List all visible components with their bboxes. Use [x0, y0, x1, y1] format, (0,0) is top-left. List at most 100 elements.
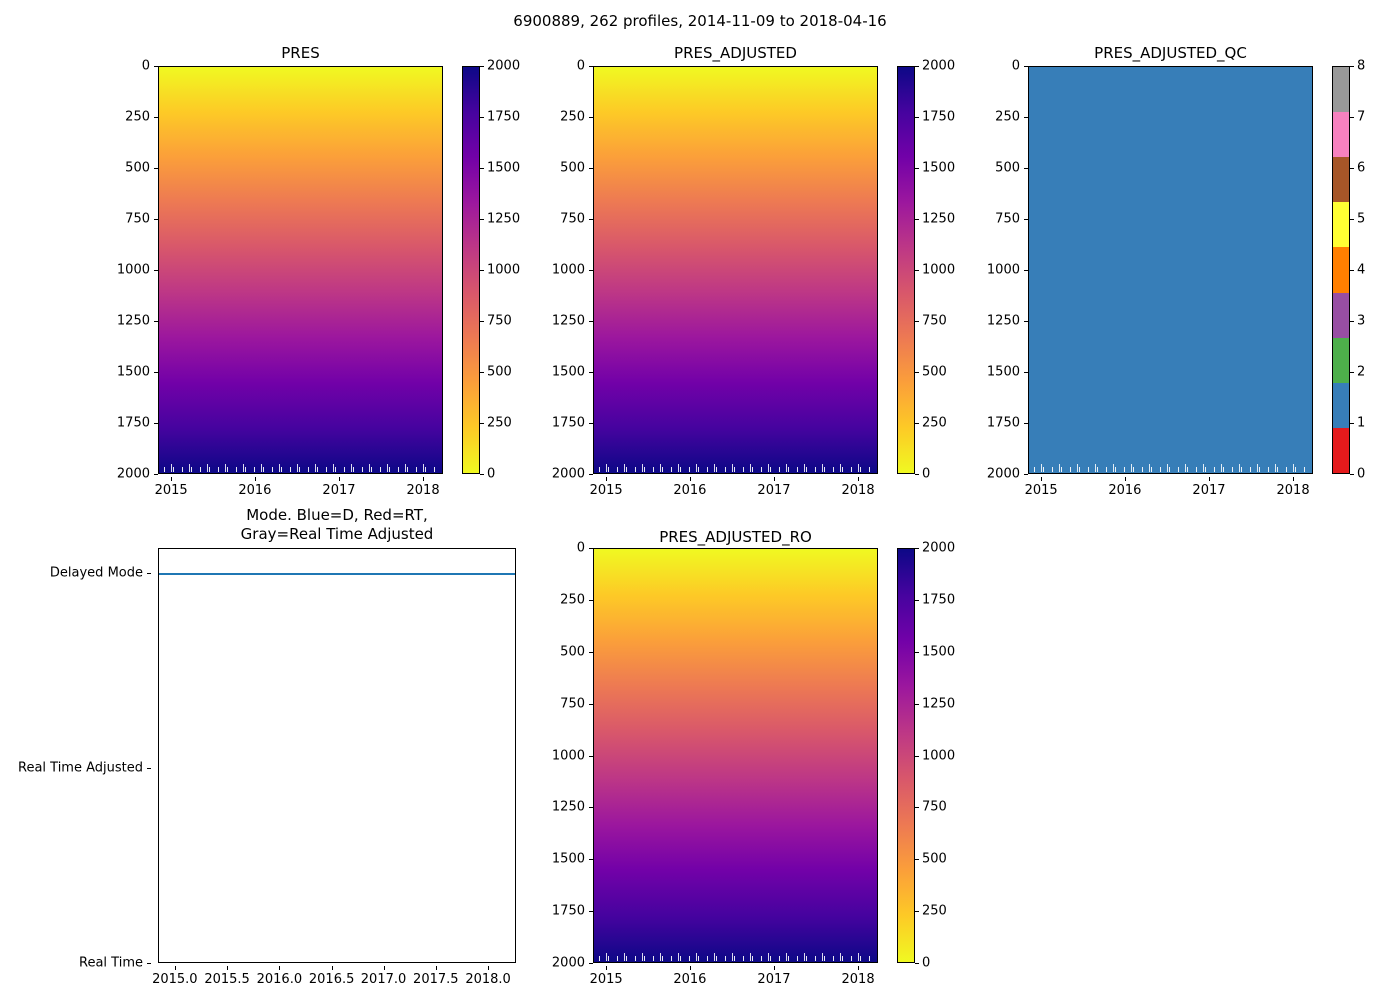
tick-label: 1250	[922, 211, 956, 227]
tick-mark	[589, 859, 593, 861]
tick-label: 1750	[922, 592, 956, 608]
tick-mark	[154, 168, 158, 169]
tick-mark	[1350, 372, 1354, 373]
profile-depth-noise	[595, 464, 876, 472]
tick-label: 750	[995, 211, 1020, 227]
tick-label: 0	[141, 58, 150, 74]
tick-label: 1250	[551, 313, 585, 329]
tick-label: 2000	[551, 466, 585, 482]
tick-mark	[773, 966, 775, 970]
profile-depth-noise	[595, 953, 876, 961]
tick-label: 2016.5	[308, 972, 355, 987]
qc-x-axis: 2015 2016 2017 2018	[1025, 477, 1313, 499]
tick-label: 6	[1357, 160, 1366, 176]
tick-mark	[858, 477, 860, 481]
tick-label: 1500	[922, 160, 956, 176]
tick-label: 1500	[922, 644, 956, 660]
tick-mark	[154, 372, 158, 373]
tick-mark	[915, 859, 919, 861]
tick-label: 500	[487, 364, 512, 380]
tick-label: 500	[125, 160, 150, 176]
tick-label: Real Time	[79, 955, 143, 971]
tick-mark	[171, 477, 173, 481]
subplot-title-pres-adjusted: PRES_ADJUSTED	[674, 44, 797, 62]
tick-mark	[915, 423, 919, 424]
colorbar-segment	[1333, 67, 1349, 113]
tick-mark	[480, 372, 484, 373]
tick-mark	[689, 966, 691, 970]
tick-mark	[1124, 477, 1126, 481]
qc-y-axis: 0 250 500 750 1000 1250 1500 1750 2000	[968, 59, 1028, 482]
tick-label: 1250	[986, 313, 1020, 329]
tick-label: 250	[125, 109, 150, 125]
tick-mark	[915, 474, 919, 475]
tick-mark	[331, 966, 333, 970]
tick-mark	[915, 168, 919, 169]
profile-depth-noise	[1030, 464, 1311, 472]
subplot-title-mode: Mode. Blue=D, Red=RT, Gray=Real Time Adj…	[240, 506, 434, 543]
tick-mark	[915, 117, 919, 118]
tick-label: 2017	[757, 483, 791, 498]
tick-mark	[589, 321, 593, 322]
tick-mark	[915, 66, 919, 67]
tick-label: 5	[1357, 211, 1366, 227]
tick-mark	[1350, 270, 1354, 271]
tick-mark	[480, 321, 484, 322]
pres-x-axis: 2015 2016 2017 2018	[154, 477, 443, 499]
tick-label: 500	[922, 851, 947, 867]
tick-mark	[915, 270, 919, 271]
pres-adjusted-colorbar	[897, 66, 915, 474]
tick-label: 750	[560, 696, 585, 712]
tick-mark	[589, 66, 593, 67]
tick-mark	[1024, 474, 1028, 475]
ro-x-axis: 2015 2016 2017 2018	[590, 966, 878, 988]
tick-mark	[606, 966, 608, 970]
tick-mark	[915, 372, 919, 373]
tick-label: 2017.0	[360, 972, 407, 987]
tick-label: 1500	[551, 364, 585, 380]
tick-mark	[589, 651, 593, 653]
tick-label: 2	[1357, 364, 1366, 380]
tick-label: 2015.0	[152, 972, 198, 987]
tick-label: 2000	[551, 955, 585, 971]
tick-label: 0	[576, 540, 585, 556]
tick-mark	[689, 477, 691, 481]
tick-label: 2018	[1276, 483, 1310, 498]
tick-mark	[488, 966, 490, 970]
tick-label: 1250	[487, 211, 521, 227]
pres-adjusted-heatmap	[593, 66, 878, 474]
tick-mark	[589, 755, 593, 757]
tick-label: 1250	[116, 313, 150, 329]
tick-label: 1000	[487, 262, 521, 278]
tick-label: 2016	[1108, 483, 1142, 498]
pres-colorbar-axis: 2000 1750 1500 1250 1000 750 500 250 0	[480, 59, 530, 482]
tick-label: 2000	[922, 540, 956, 556]
tick-mark	[147, 572, 151, 574]
tick-mark	[1350, 474, 1354, 475]
tick-label: 250	[995, 109, 1020, 125]
tick-mark	[1350, 168, 1354, 169]
tick-label: 2000	[922, 58, 956, 74]
tick-label: 1000	[551, 262, 585, 278]
ro-y-axis: 0 250 500 750 1000 1250 1500 1750 2000	[533, 541, 593, 971]
tick-mark	[1293, 477, 1295, 481]
subplot-title-pres-adjusted-qc: PRES_ADJUSTED_QC	[1094, 44, 1247, 62]
tick-label: 2017	[1192, 483, 1226, 498]
tick-mark	[480, 474, 484, 475]
pres-adjusted-x-axis: 2015 2016 2017 2018	[590, 477, 878, 499]
tick-mark	[383, 966, 385, 970]
tick-mark	[423, 477, 425, 481]
tick-label: 2015	[154, 483, 188, 498]
tick-mark	[1024, 270, 1028, 271]
tick-mark	[154, 66, 158, 67]
tick-mark	[1041, 477, 1043, 481]
tick-mark	[1024, 117, 1028, 118]
tick-mark	[589, 168, 593, 169]
tick-mark	[606, 477, 608, 481]
colorbar-segment	[1333, 157, 1349, 203]
tick-mark	[174, 966, 176, 970]
tick-label: 250	[487, 415, 512, 431]
tick-mark	[589, 703, 593, 705]
tick-label: 2015.5	[204, 972, 250, 987]
qc-colorbar-axis: 8 7 6 5 4 3 2 1 0	[1350, 59, 1390, 482]
